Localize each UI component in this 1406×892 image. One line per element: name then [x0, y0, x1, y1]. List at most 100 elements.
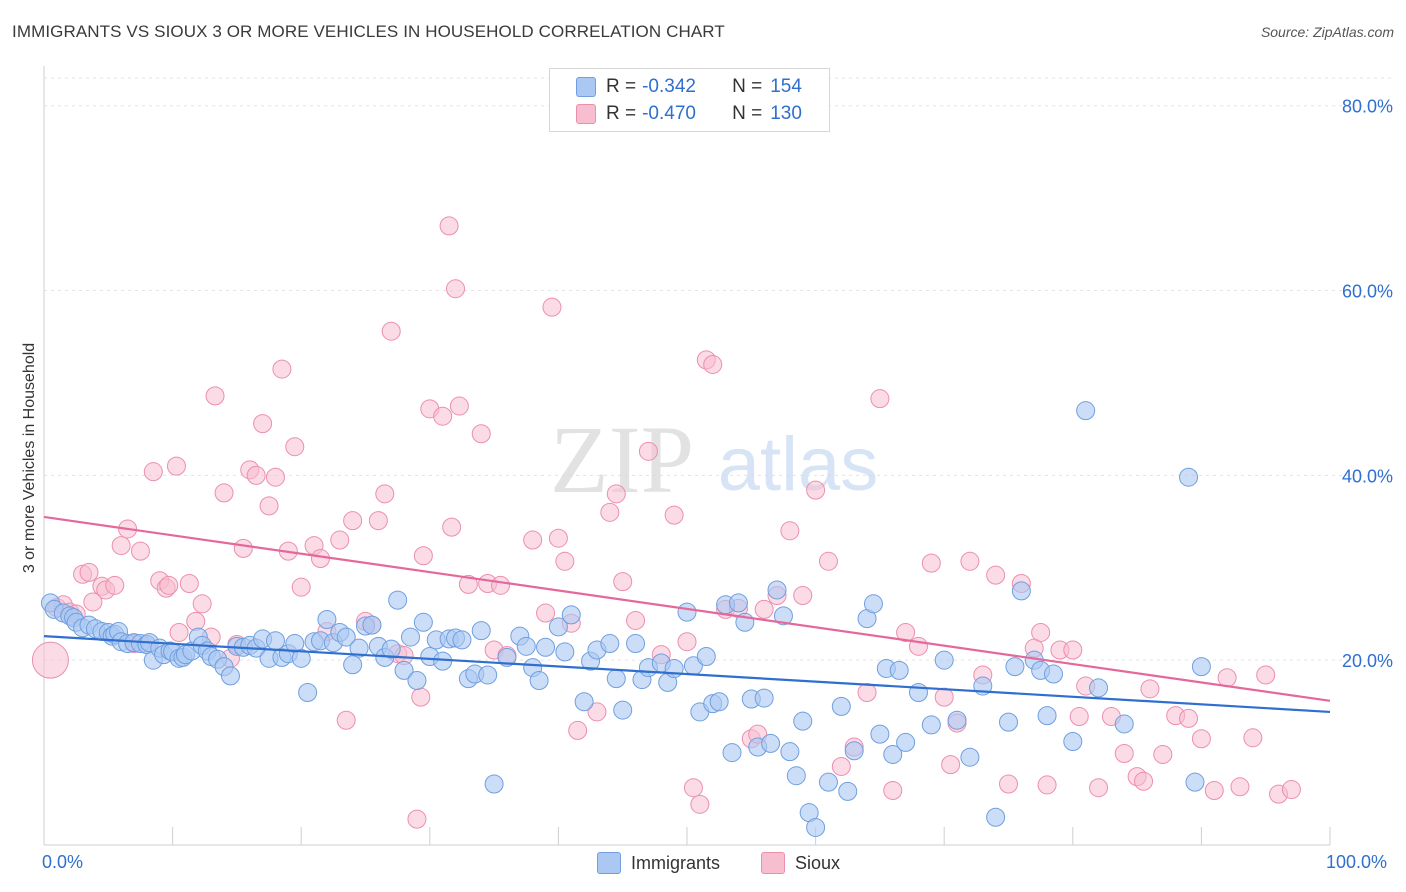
- watermark: ZIP atlas: [550, 406, 878, 513]
- sioux-point: [1063, 640, 1083, 660]
- sioux-point: [79, 562, 99, 582]
- sioux-point: [449, 396, 469, 416]
- legend-immigrants[interactable]: Immigrants: [597, 852, 720, 874]
- immigrants-point: [677, 602, 697, 622]
- n-value: 154: [770, 76, 802, 97]
- immigrants-point: [349, 638, 369, 658]
- sioux-swatch: [576, 104, 596, 124]
- sioux-point: [754, 599, 774, 619]
- immigrants-point: [986, 807, 1006, 827]
- sioux-point: [600, 502, 620, 522]
- sioux-point: [186, 611, 206, 631]
- series-legend: Immigrants Sioux: [0, 852, 1406, 878]
- sioux-point: [555, 551, 575, 571]
- immigrants-point: [1005, 657, 1025, 677]
- immigrants-legend-swatch: [597, 852, 621, 874]
- immigrants-point: [709, 692, 729, 712]
- sioux-point: [1191, 729, 1211, 749]
- immigrants-point: [529, 671, 549, 691]
- immigrants-point: [664, 658, 684, 678]
- sioux-point: [413, 546, 433, 566]
- sioux-point: [130, 541, 150, 561]
- sioux-point: [285, 437, 305, 457]
- sioux-point: [310, 549, 330, 569]
- legend-sioux[interactable]: Sioux: [761, 852, 840, 874]
- immigrants-point: [960, 747, 980, 767]
- sioux-point: [205, 386, 225, 406]
- sioux-point: [523, 530, 543, 550]
- sioux-point: [831, 756, 851, 776]
- immigrants-point: [343, 655, 363, 675]
- sioux-point: [883, 780, 903, 800]
- immigrants-point: [555, 642, 575, 662]
- immigrants-point: [896, 732, 916, 752]
- immigrants-point: [381, 639, 401, 659]
- immigrants-point: [626, 634, 646, 654]
- sioux-point: [83, 592, 103, 612]
- sioux-point: [1217, 668, 1237, 688]
- sioux-point: [111, 536, 131, 556]
- sioux-point: [336, 710, 356, 730]
- immigrants-point: [1063, 732, 1083, 752]
- sioux-point: [31, 641, 69, 679]
- sioux-point: [491, 575, 511, 595]
- sioux-point: [272, 359, 292, 379]
- chart-title: IMMIGRANTS VS SIOUX 3 OR MORE VEHICLES I…: [12, 22, 725, 41]
- immigrants-point: [793, 711, 813, 731]
- sioux-point: [1230, 777, 1250, 797]
- immigrants-point: [786, 766, 806, 786]
- immigrants-point: [561, 605, 581, 625]
- immigrants-point: [478, 665, 498, 685]
- immigrants-swatch: [576, 77, 596, 97]
- sioux-point: [368, 511, 388, 531]
- sioux-point: [1140, 679, 1160, 699]
- sioux-point: [683, 778, 703, 798]
- immigrants-point: [1037, 706, 1057, 726]
- immigrants-point: [1089, 678, 1109, 698]
- x-axis-max-label: 100.0%: [1326, 852, 1388, 872]
- immigrants-trend-line: [43, 635, 1331, 714]
- sioux-point: [587, 702, 607, 722]
- immigrants-point: [413, 612, 433, 632]
- immigrants-point: [883, 744, 903, 764]
- sioux-points: [31, 216, 1301, 829]
- immigrants-point: [696, 646, 716, 666]
- immigrants-point: [484, 774, 504, 794]
- sioux-point: [458, 574, 478, 594]
- y-tick-label: 80.0%: [1342, 97, 1393, 117]
- immigrants-point: [844, 741, 864, 761]
- immigrants-point: [818, 772, 838, 792]
- immigrants-point: [1185, 772, 1205, 792]
- immigrants-point: [838, 781, 858, 801]
- sioux-point: [613, 572, 633, 592]
- sioux-point: [446, 279, 466, 299]
- immigrants-point: [999, 712, 1018, 732]
- immigrants-point: [1044, 664, 1064, 684]
- immigrants-point: [291, 648, 311, 668]
- sioux-point: [1134, 771, 1154, 791]
- immigrants-point: [298, 683, 318, 703]
- immigrants-point: [754, 688, 774, 708]
- r-label: R =: [606, 76, 637, 97]
- sioux-point: [375, 484, 395, 504]
- immigrants-point: [407, 671, 427, 691]
- immigrants-point: [722, 743, 742, 763]
- immigrants-points: [40, 401, 1211, 837]
- immigrants-point: [728, 593, 748, 613]
- sioux-point: [606, 484, 626, 504]
- immigrants-point: [220, 666, 240, 686]
- sioux-point: [291, 577, 311, 597]
- legend-row-immigrants: R = -0.342 N = 154: [576, 74, 802, 100]
- sioux-point: [1114, 744, 1134, 764]
- legend-sioux-label: Sioux: [795, 852, 841, 873]
- sioux-point: [818, 551, 838, 571]
- immigrants-point: [600, 634, 620, 654]
- n-label: N =: [732, 76, 763, 97]
- sioux-point: [626, 610, 646, 630]
- immigrants-point: [401, 627, 421, 647]
- sioux-trend-line: [43, 515, 1331, 702]
- immigrants-point: [1076, 401, 1096, 421]
- sioux-point: [568, 720, 588, 740]
- sioux-point: [442, 517, 462, 537]
- sioux-point: [941, 755, 961, 775]
